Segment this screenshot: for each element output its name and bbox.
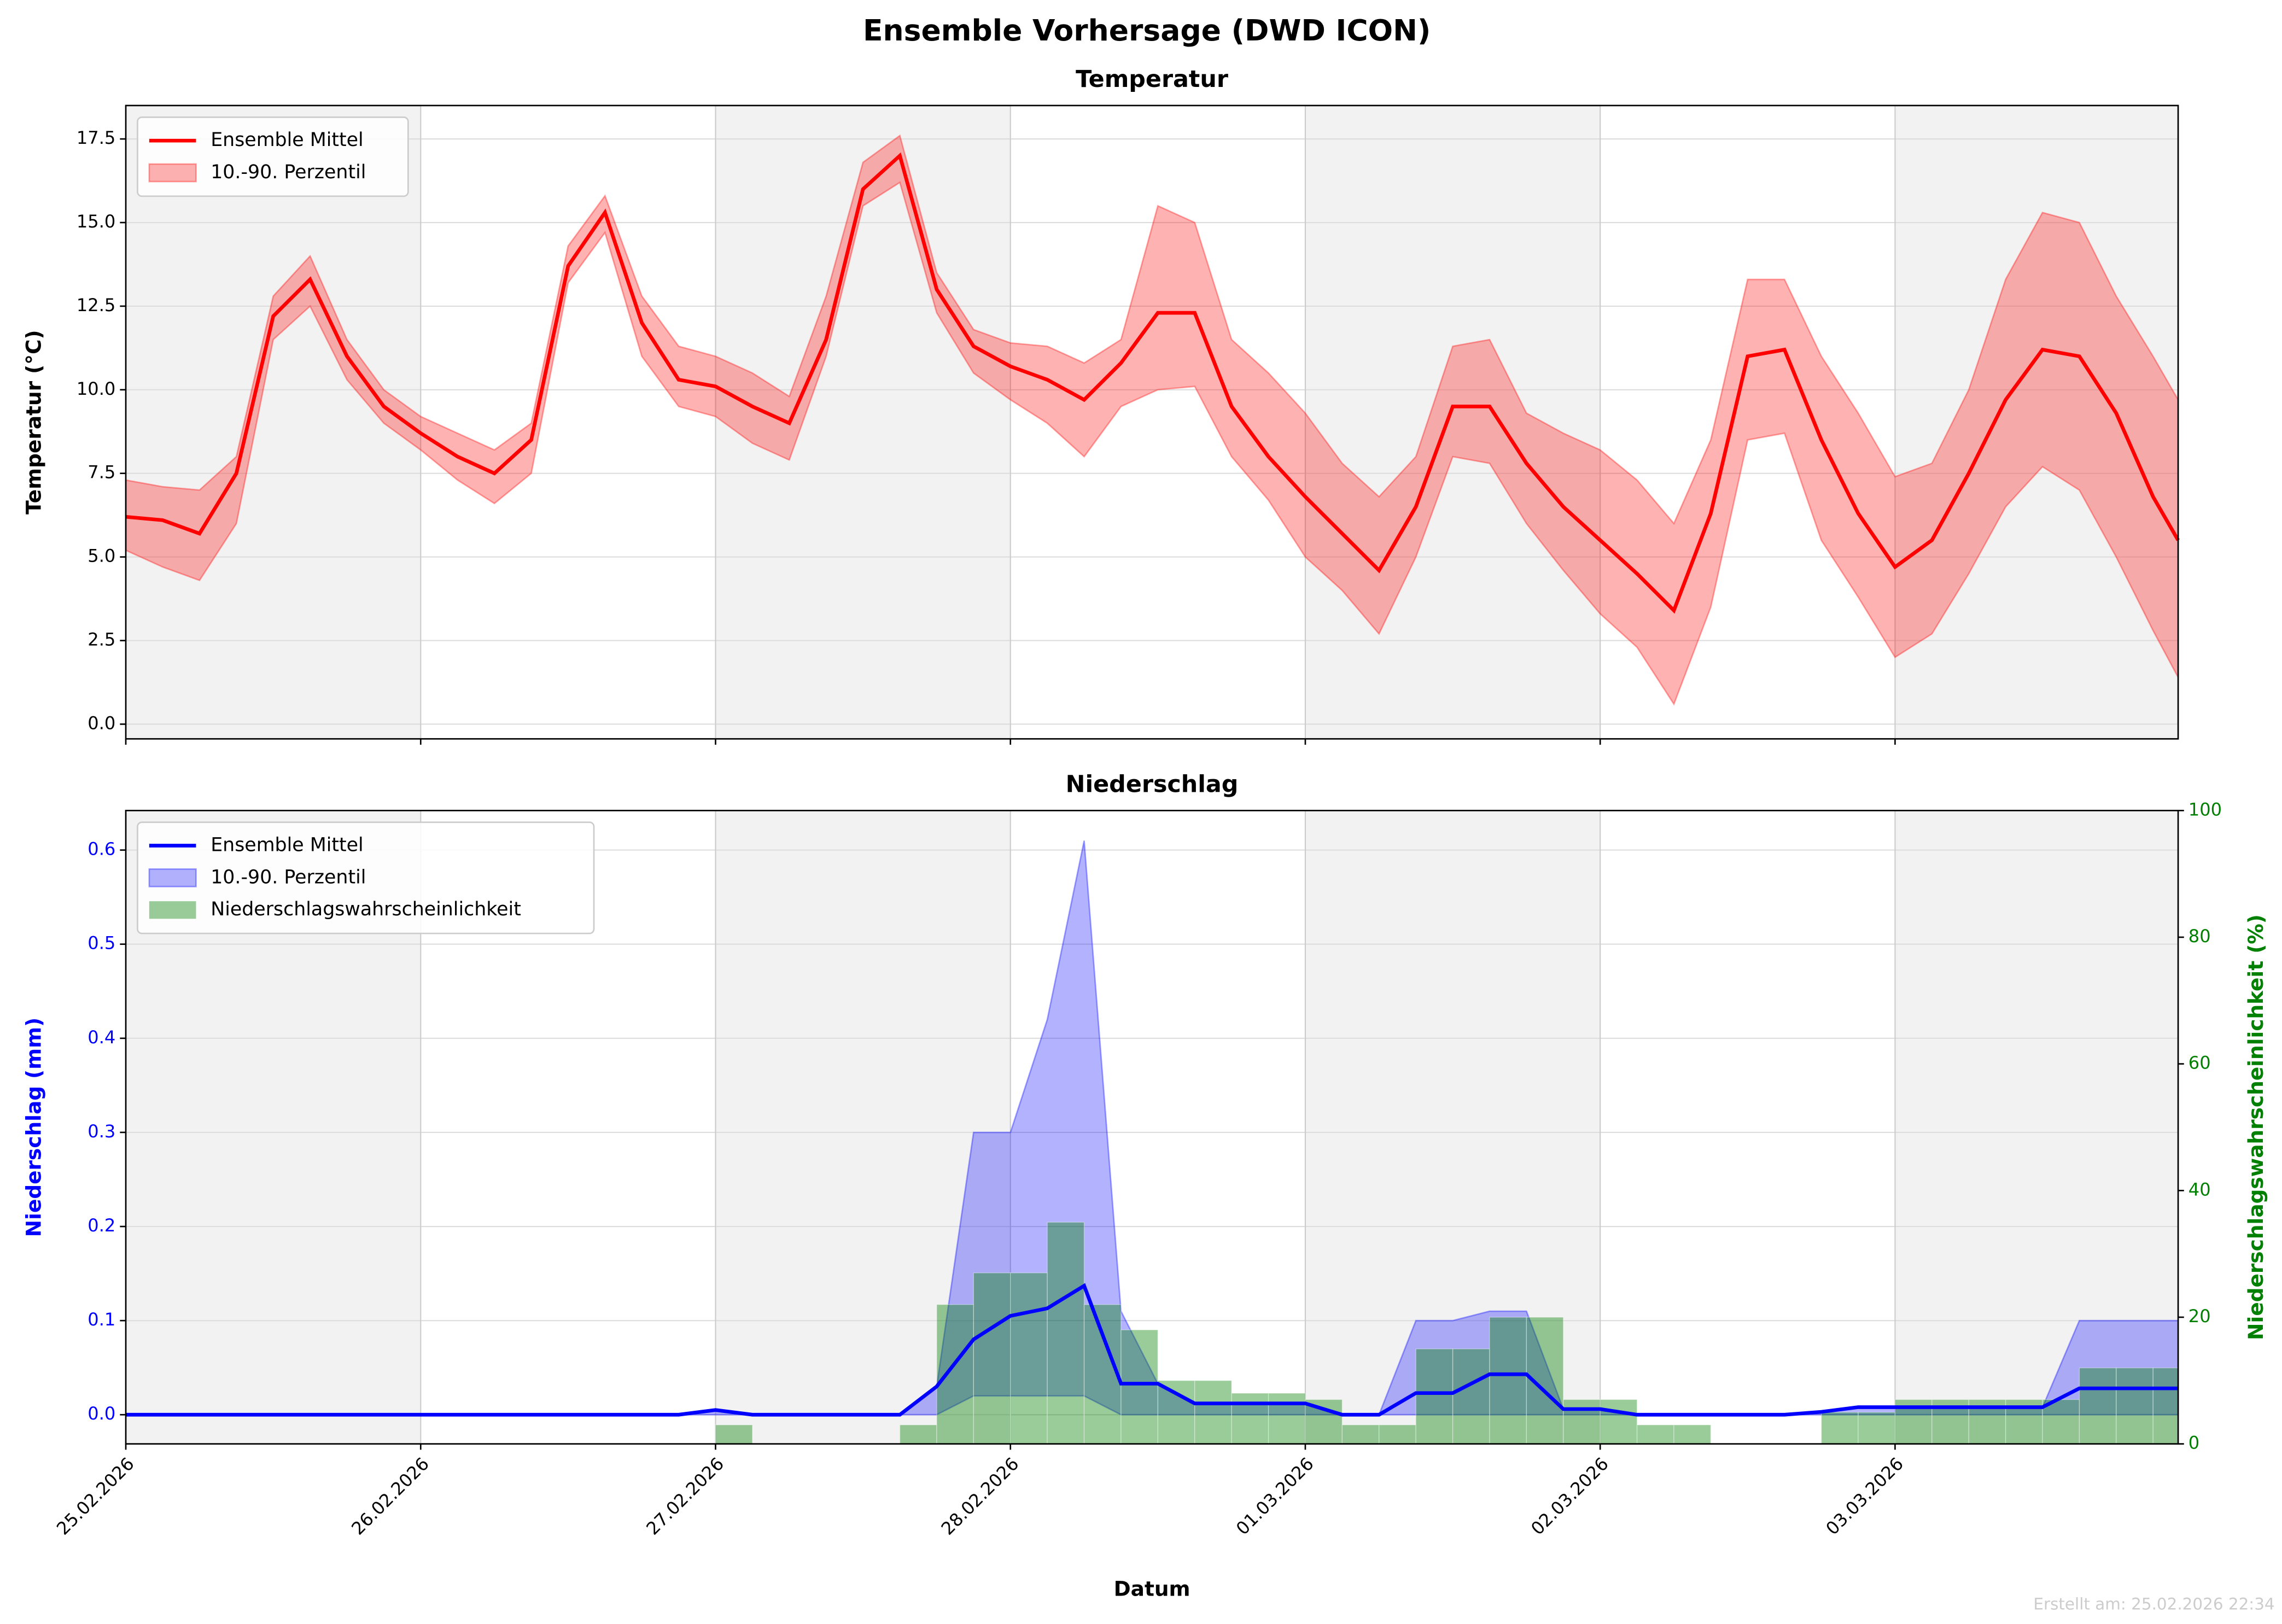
bar — [1010, 1272, 1048, 1445]
y-tick-label: 0.0 — [87, 1403, 115, 1424]
day-shade — [1895, 810, 2179, 1444]
y2-tick-label: 0 — [2188, 1433, 2199, 1453]
legend-label: 10.-90. Perzentil — [211, 866, 366, 888]
legend-label: 10.-90. Perzentil — [211, 161, 366, 183]
bar — [2152, 1367, 2179, 1445]
bar — [1563, 1399, 1601, 1445]
bar — [1157, 1380, 1195, 1445]
x-tick-label: 26.02.2026 — [347, 1453, 433, 1539]
bar — [1231, 1393, 1269, 1445]
bar — [1489, 1317, 1527, 1445]
x-tick-label: 27.02.2026 — [642, 1453, 728, 1539]
subplot-title: Temperatur — [1076, 66, 1228, 93]
legend-label: Niederschlagswahrscheinlichkeit — [211, 898, 521, 920]
legend-label: Ensemble Mittel — [211, 834, 364, 856]
y-tick-label: 17.5 — [77, 127, 115, 148]
y-tick-label: 15.0 — [77, 211, 115, 232]
bar — [1858, 1412, 1896, 1445]
bar — [1415, 1348, 1454, 1445]
y-axis-label: Niederschlag (mm) — [22, 1018, 46, 1237]
x-tick-label: 28.02.2026 — [937, 1453, 1023, 1539]
y-tick-label: 0.4 — [87, 1027, 115, 1048]
y-tick-label: 0.1 — [87, 1309, 115, 1330]
y2-tick-label: 20 — [2188, 1306, 2211, 1327]
bar — [1341, 1424, 1380, 1445]
legend-box — [137, 116, 409, 197]
y2-tick-label: 80 — [2188, 926, 2211, 947]
plot-frame — [125, 809, 2179, 1445]
bar — [1194, 1380, 1232, 1445]
y-tick-label: 0.2 — [87, 1215, 115, 1236]
y-axis-label: Temperatur (°C) — [22, 330, 46, 514]
legend-swatch — [149, 901, 196, 919]
y-tick-label: 0.5 — [87, 933, 115, 954]
x-tick-label: 25.02.2026 — [52, 1453, 138, 1539]
x-tick-label: 01.03.2026 — [1232, 1453, 1318, 1539]
bar — [1047, 1222, 1085, 1445]
legend-box — [137, 821, 595, 934]
bar — [1305, 1399, 1343, 1445]
y-tick-label: 5.0 — [87, 546, 115, 566]
x-tick-label: 02.03.2026 — [1527, 1453, 1613, 1539]
y-tick-label: 2.5 — [87, 629, 115, 650]
day-shade — [1305, 105, 1601, 739]
day-shade — [715, 105, 1011, 739]
bar — [1379, 1424, 1416, 1445]
line — [125, 152, 2180, 614]
bar — [2042, 1399, 2080, 1445]
plot-frame — [125, 104, 2179, 740]
day-shade — [126, 105, 421, 739]
bar — [1120, 1329, 1159, 1445]
y-tick-label: 12.5 — [77, 295, 115, 316]
legend-swatch — [148, 868, 197, 887]
legend-label: Ensemble Mittel — [211, 129, 364, 151]
bar — [2116, 1367, 2153, 1445]
y2-tick-label: 60 — [2188, 1053, 2211, 1073]
bar — [1600, 1399, 1638, 1445]
y-tick-label: 0.3 — [87, 1121, 115, 1142]
bar — [1820, 1412, 1859, 1445]
footnote: Erstellt am: 25.02.2026 22:34 — [2033, 1594, 2274, 1613]
y-tick-label: 7.5 — [87, 462, 115, 483]
x-tick-label: 03.03.2026 — [1822, 1453, 1907, 1539]
line — [126, 1283, 2179, 1417]
bar — [899, 1424, 937, 1445]
y2-axis-label: Niederschlagswahrscheinlichkeit (%) — [2244, 914, 2268, 1340]
day-shade — [1895, 105, 2179, 739]
bar — [1083, 1304, 1122, 1445]
figure-title: Ensemble Vorhersage (DWD ICON) — [863, 13, 1431, 48]
x-axis-label: Datum — [1114, 1577, 1190, 1601]
y-tick-label: 0.6 — [87, 839, 115, 860]
subplot-title: Niederschlag — [1066, 770, 1239, 798]
y-tick-label: 10.0 — [77, 378, 115, 399]
bar — [1673, 1424, 1712, 1445]
bar — [973, 1272, 1011, 1445]
y2-tick-label: 100 — [2188, 799, 2222, 820]
legend-swatch — [148, 163, 197, 183]
day-shade — [1305, 810, 1601, 1444]
bar — [715, 1424, 753, 1445]
bar — [936, 1304, 974, 1445]
day-shade — [715, 810, 1011, 1444]
plot-background — [126, 105, 2179, 739]
bar — [1268, 1393, 1306, 1445]
bar — [1452, 1348, 1490, 1445]
bar — [2079, 1367, 2117, 1445]
y2-tick-label: 40 — [2188, 1179, 2211, 1200]
bar — [1636, 1424, 1674, 1445]
y-tick-label: 0.0 — [87, 712, 115, 733]
